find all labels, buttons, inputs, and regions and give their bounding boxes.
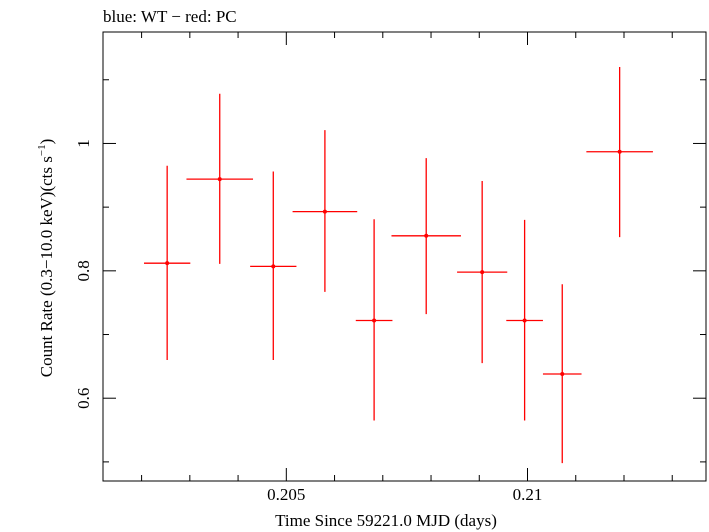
x-tick-label: 0.21 bbox=[513, 485, 543, 504]
y-axis-label-sup: −1 bbox=[36, 144, 48, 156]
axis-ticks bbox=[103, 32, 706, 481]
data-point bbox=[144, 165, 191, 360]
y-tick-label: 0.8 bbox=[74, 260, 93, 281]
data-marker bbox=[480, 270, 485, 275]
data-point bbox=[586, 67, 653, 238]
plot-frame bbox=[102, 31, 707, 482]
data-point bbox=[186, 93, 254, 264]
data-point bbox=[292, 130, 358, 292]
x-axis-label: Time Since 59221.0 MJD (days) bbox=[275, 511, 497, 530]
data-marker bbox=[617, 149, 622, 154]
data-marker bbox=[217, 177, 222, 182]
y-tick-label: 1 bbox=[74, 139, 93, 148]
data-marker bbox=[322, 209, 327, 214]
axis-tick-labels: 0.205 0.21 0.6 0.8 1 bbox=[74, 139, 542, 504]
y-axis-label: Count Rate (0.3−10.0 keV)(cts s−1) bbox=[36, 139, 56, 378]
y-axis-label-close: ) bbox=[37, 139, 56, 145]
y-axis-label-main: Count Rate (0.3−10.0 keV)(cts s bbox=[37, 156, 56, 377]
data-marker bbox=[560, 372, 565, 377]
y-tick-label: 0.6 bbox=[74, 388, 93, 409]
data-marker bbox=[372, 318, 377, 323]
data-point bbox=[355, 219, 393, 421]
chart-title: blue: WT − red: PC bbox=[103, 7, 237, 26]
data-series-pc bbox=[144, 67, 653, 464]
data-point bbox=[391, 158, 461, 315]
data-marker bbox=[424, 233, 429, 238]
data-point bbox=[250, 171, 297, 360]
data-marker bbox=[522, 318, 527, 323]
x-tick-label: 0.205 bbox=[267, 485, 305, 504]
data-marker bbox=[271, 264, 276, 269]
data-marker bbox=[165, 261, 170, 266]
data-point bbox=[457, 181, 508, 364]
data-point bbox=[542, 284, 582, 464]
data-point bbox=[506, 219, 543, 421]
